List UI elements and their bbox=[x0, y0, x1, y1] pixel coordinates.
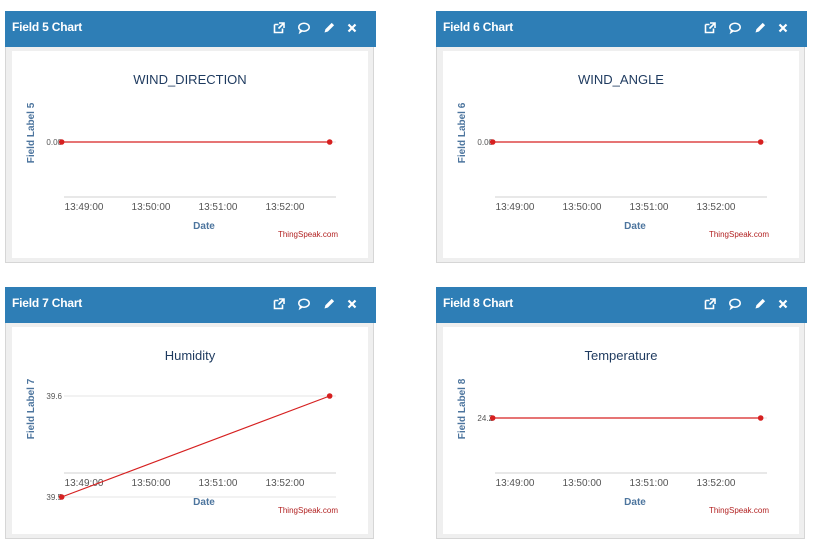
widget-header: Field 8 Chart bbox=[436, 287, 807, 323]
y-axis-title: Field Label 7 bbox=[26, 378, 37, 439]
thingspeak-credit-link[interactable]: ThingSpeak.com bbox=[709, 230, 769, 239]
chart-area: Temperature Field Label 8 Date 24.2 13:49:00… bbox=[443, 327, 799, 534]
field-8-chart-widget: Field 8 Chart Temperature Field Label 8 Da… bbox=[436, 287, 807, 539]
external-link-icon[interactable] bbox=[272, 297, 286, 311]
field-6-chart-widget: Field 6 Chart WIND_ANGLE Field Label 6 Dat… bbox=[436, 11, 807, 263]
widget-title: Field 8 Chart bbox=[443, 296, 514, 310]
x-tick-label: 13:49:00 bbox=[496, 478, 535, 489]
x-tick-label: 13:51:00 bbox=[630, 478, 669, 489]
pencil-icon[interactable] bbox=[322, 21, 336, 35]
data-point bbox=[326, 139, 333, 145]
external-link-icon[interactable] bbox=[703, 21, 717, 35]
x-tick-label: 13:49:00 bbox=[65, 202, 104, 213]
widget-header: Field 5 Chart bbox=[5, 11, 376, 47]
y-tick-label: 24.2 bbox=[477, 414, 493, 423]
chart-title: Humidity bbox=[165, 348, 216, 363]
x-tick-label: 13:49:00 bbox=[496, 202, 535, 213]
x-tick-label: 13:50:00 bbox=[132, 478, 171, 489]
data-point bbox=[489, 139, 496, 145]
comment-icon[interactable] bbox=[297, 297, 311, 311]
data-point bbox=[757, 139, 764, 145]
x-tick-label: 13:49:00 bbox=[65, 478, 104, 489]
pencil-icon[interactable] bbox=[322, 297, 336, 311]
x-tick-label: 13:52:00 bbox=[697, 478, 736, 489]
x-tick-label: 13:51:00 bbox=[630, 202, 669, 213]
x-axis-title: Date bbox=[193, 497, 215, 508]
data-point bbox=[58, 494, 65, 500]
x-tick-label: 13:50:00 bbox=[563, 202, 602, 213]
x-axis-title: Date bbox=[193, 221, 215, 232]
x-tick-label: 13:51:00 bbox=[199, 202, 238, 213]
widget-header: Field 6 Chart bbox=[436, 11, 807, 47]
thingspeak-credit-link[interactable]: ThingSpeak.com bbox=[278, 506, 338, 515]
chart-title: WIND_ANGLE bbox=[578, 72, 664, 87]
field-5-chart-widget: Field 5 Chart WIND_DIRECTION Field Label … bbox=[5, 11, 376, 263]
y-tick-label: 0.00 bbox=[46, 138, 62, 147]
close-icon[interactable] bbox=[776, 21, 790, 35]
x-tick-label: 13:50:00 bbox=[132, 202, 171, 213]
y-axis-title: Field Label 8 bbox=[457, 378, 468, 439]
data-point bbox=[58, 139, 65, 145]
external-link-icon[interactable] bbox=[703, 297, 717, 311]
data-point bbox=[489, 415, 496, 421]
x-axis-title: Date bbox=[624, 497, 646, 508]
series-line bbox=[61, 395, 330, 498]
widget-header: Field 7 Chart bbox=[5, 287, 376, 323]
y-tick-label: 39.5 bbox=[46, 493, 62, 502]
pencil-icon[interactable] bbox=[753, 21, 767, 35]
x-tick-label: 13:51:00 bbox=[199, 478, 238, 489]
data-point bbox=[326, 393, 333, 399]
pencil-icon[interactable] bbox=[753, 297, 767, 311]
close-icon[interactable] bbox=[345, 21, 359, 35]
y-axis-title: Field Label 6 bbox=[457, 102, 468, 163]
widget-title: Field 5 Chart bbox=[12, 20, 83, 34]
widget-title: Field 7 Chart bbox=[12, 296, 83, 310]
y-tick-label: 39.6 bbox=[46, 392, 62, 401]
x-tick-label: 13:50:00 bbox=[563, 478, 602, 489]
chart-area: Humidity Field Label 7 Date 39.6 39.5 13:49:0… bbox=[12, 327, 368, 534]
chart-area: WIND_ANGLE Field Label 6 Date 0.00 13:49:00 1… bbox=[443, 51, 799, 258]
chart-title: Temperature bbox=[585, 348, 658, 363]
external-link-icon[interactable] bbox=[272, 21, 286, 35]
comment-icon[interactable] bbox=[728, 21, 742, 35]
data-point bbox=[757, 415, 764, 421]
chart-area: WIND_DIRECTION Field Label 5 Date 0.00 13:49… bbox=[12, 51, 368, 258]
y-axis-title: Field Label 5 bbox=[26, 102, 37, 163]
close-icon[interactable] bbox=[345, 297, 359, 311]
comment-icon[interactable] bbox=[728, 297, 742, 311]
x-tick-label: 13:52:00 bbox=[266, 202, 305, 213]
x-axis-title: Date bbox=[624, 221, 646, 232]
x-tick-label: 13:52:00 bbox=[697, 202, 736, 213]
field-7-chart-widget: Field 7 Chart Humidity Field Label 7 Date 3… bbox=[5, 287, 376, 539]
close-icon[interactable] bbox=[776, 297, 790, 311]
widget-title: Field 6 Chart bbox=[443, 20, 514, 34]
y-tick-label: 0.00 bbox=[477, 138, 493, 147]
chart-title: WIND_DIRECTION bbox=[133, 72, 246, 87]
x-tick-label: 13:52:00 bbox=[266, 478, 305, 489]
thingspeak-credit-link[interactable]: ThingSpeak.com bbox=[709, 506, 769, 515]
comment-icon[interactable] bbox=[297, 21, 311, 35]
thingspeak-credit-link[interactable]: ThingSpeak.com bbox=[278, 230, 338, 239]
